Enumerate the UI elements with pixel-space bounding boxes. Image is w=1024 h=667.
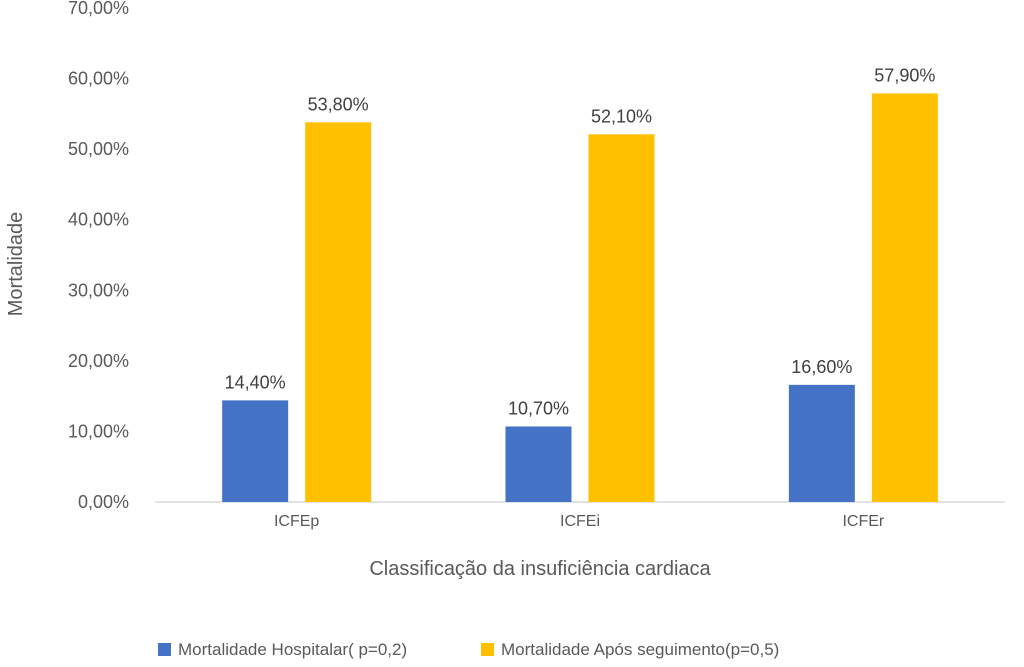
y-tick-label: 50,00% xyxy=(68,139,129,159)
x-tick-label: ICFEr xyxy=(842,513,884,530)
bar-icfep-series-1 xyxy=(222,400,289,502)
legend-label-series-1: Mortalidade Hospitalar( p=0,2) xyxy=(178,640,407,659)
data-label: 10,70% xyxy=(508,398,569,418)
y-tick-label: 70,00% xyxy=(68,0,129,18)
bar-icfei-series-1 xyxy=(505,426,572,502)
legend: Mortalidade Hospitalar( p=0,2) Mortalidad… xyxy=(158,640,779,659)
bar-icfer-series-2 xyxy=(871,93,938,503)
y-tick-label: 20,00% xyxy=(68,351,129,371)
bar-icfep-series-2 xyxy=(305,122,372,502)
legend-label-series-2: Mortalidade Após seguimento(p=0,5) xyxy=(501,640,779,659)
bar-icfei-series-2 xyxy=(588,134,655,502)
legend-swatch-series-2 xyxy=(481,643,494,656)
x-axis-title: Classificação da insuficiência cardiaca xyxy=(369,558,711,580)
x-tick-label: ICFEi xyxy=(560,513,600,530)
data-label: 16,60% xyxy=(791,357,852,377)
bars: 14,40% 53,80% 10,70% 52,10% 16,60% 57,90% xyxy=(222,65,938,503)
y-tick-label: 10,00% xyxy=(68,421,129,441)
y-tick-label: 60,00% xyxy=(68,69,129,89)
y-axis-title: Mortalidade xyxy=(5,212,27,317)
y-axis: 0,00% 10,00% 20,00% 30,00% 40,00% 50,00% 60,00… xyxy=(68,0,129,512)
y-tick-label: 30,00% xyxy=(68,280,129,300)
data-label: 14,40% xyxy=(225,372,286,392)
x-axis: ICFEp ICFEi ICFEr xyxy=(274,513,885,530)
y-tick-label: 0,00% xyxy=(78,492,129,512)
bar-icfer-series-1 xyxy=(788,384,855,502)
legend-swatch-series-1 xyxy=(158,643,171,656)
y-tick-label: 40,00% xyxy=(68,210,129,230)
data-label: 57,90% xyxy=(874,65,935,85)
data-label: 53,80% xyxy=(308,94,369,114)
x-tick-label: ICFEp xyxy=(274,513,319,530)
data-label: 52,10% xyxy=(591,106,652,126)
